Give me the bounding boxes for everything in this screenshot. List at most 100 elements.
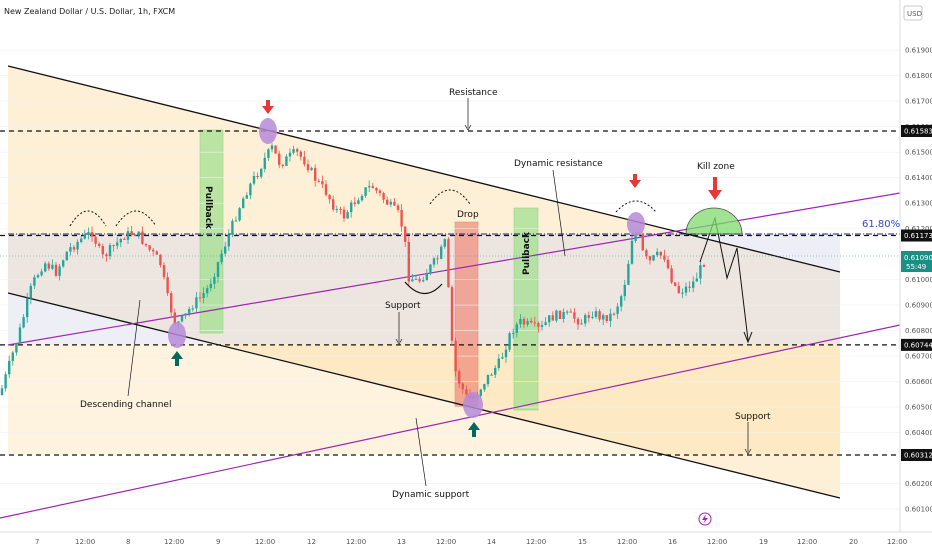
candle-body (29, 285, 32, 299)
candle-body (144, 243, 148, 246)
candle-body (605, 315, 608, 322)
x-tick-label: 12:00 (526, 538, 546, 546)
channel-upper-line (7, 65, 841, 273)
candle-body (404, 226, 407, 242)
candle-body (576, 318, 580, 325)
candle-body (483, 384, 486, 390)
candle-body (429, 264, 432, 274)
candle-body (26, 298, 29, 318)
candle-body (443, 239, 446, 247)
candle-body (422, 280, 425, 282)
svg-text:55:49: 55:49 (906, 263, 926, 271)
candle-body (47, 263, 50, 269)
pullback-box-1 (199, 129, 224, 334)
candle-body (267, 149, 270, 158)
red-arrow-3 (708, 177, 722, 200)
y-tick-label: 0.60500 (905, 404, 932, 412)
candle-body (465, 389, 468, 395)
candle-body (494, 367, 497, 375)
candle-body (400, 209, 403, 227)
candle-body (630, 240, 634, 264)
level-tag (901, 449, 932, 461)
candle-body (130, 231, 133, 236)
candle-body (666, 259, 670, 269)
candle-body (699, 265, 702, 279)
candle-body (342, 209, 346, 219)
candle-body (360, 195, 364, 201)
candle-body (0, 388, 4, 395)
support-arc (404, 281, 443, 295)
pullback-box-2 (513, 207, 539, 411)
candle-body (231, 220, 234, 235)
candle-body (252, 175, 256, 184)
candle-body (418, 278, 421, 282)
candle-body (504, 349, 508, 358)
touch-circle-1 (259, 118, 277, 144)
candle-body (94, 236, 97, 244)
candle-body (198, 297, 202, 299)
candle-body (486, 374, 490, 385)
lightning-icon[interactable] (698, 512, 712, 526)
x-tick-label: 12:00 (436, 538, 456, 546)
candle-body (454, 340, 457, 372)
dotted-arc-4 (615, 200, 657, 213)
dotted-arc-1 (69, 210, 107, 227)
label-kill-zone: Kill zone (697, 162, 735, 172)
candle-body (508, 333, 511, 350)
candle-body (339, 208, 342, 210)
y-tick-label: 0.60600 (905, 378, 932, 386)
candle-body (684, 286, 688, 293)
candle-body (116, 242, 119, 246)
candle-body (238, 208, 241, 221)
candle-body (306, 164, 310, 171)
label-drop: Drop (457, 210, 479, 220)
candle-body (533, 322, 536, 324)
candles (0, 143, 706, 400)
y-tick-label: 0.60200 (905, 480, 932, 488)
candle-body (256, 175, 259, 177)
candle-body (83, 234, 86, 239)
candle-body (274, 145, 277, 154)
candle-body (191, 308, 194, 310)
candle-body (663, 255, 666, 260)
channel-lower-line (7, 292, 841, 499)
level-tags: 0.61583 0.61173 0.60744 0.60312 (901, 125, 932, 461)
x-tick-label: 12:00 (346, 538, 366, 546)
dotted-arc-2 (115, 210, 157, 227)
candle-body (645, 250, 648, 257)
x-axis-ticks: 7 12:00 8 12:00 9 12:00 12 12:00 13 12:00 14 12:00 1… (35, 538, 907, 546)
x-tick-label: 20 (849, 538, 858, 546)
red-arrow-1 (262, 100, 274, 114)
x-tick-label: 7 (35, 538, 39, 546)
chart-title: New Zealand Dollar / U.S. Dollar, 1h, FX… (4, 7, 175, 16)
pointer-channel (127, 299, 141, 397)
teal-arrow-1 (171, 351, 183, 366)
candle-body (652, 255, 655, 261)
fib-label: 61.80% (862, 219, 900, 230)
projection-arrowhead (743, 331, 753, 344)
level-tag-label: 0.60312 (904, 452, 932, 460)
time-axis-bg (0, 532, 932, 550)
candle-body (609, 313, 612, 322)
horizontal-levels (0, 130, 900, 456)
candle-body (213, 276, 216, 284)
candle-body (566, 311, 569, 313)
candle-body (141, 231, 144, 244)
y-tick-label: 0.61700 (905, 98, 932, 106)
x-tick-label: 12:00 (255, 538, 275, 546)
level-tag-label: 0.61173 (904, 232, 932, 240)
pointer-support-right-head (744, 448, 752, 455)
y-tick-label: 0.60900 (905, 302, 932, 310)
candle-body (627, 263, 630, 285)
x-tick-label: 12:00 (75, 538, 95, 546)
candle-body (76, 241, 79, 250)
candle-body (540, 325, 544, 327)
x-tick-label: 19 (759, 538, 768, 546)
x-tick-label: 13 (397, 538, 406, 546)
dynamic-support-line (0, 324, 901, 519)
candle-body (569, 311, 572, 313)
y-tick-label: 0.61300 (905, 200, 932, 208)
candle-body (357, 200, 360, 204)
